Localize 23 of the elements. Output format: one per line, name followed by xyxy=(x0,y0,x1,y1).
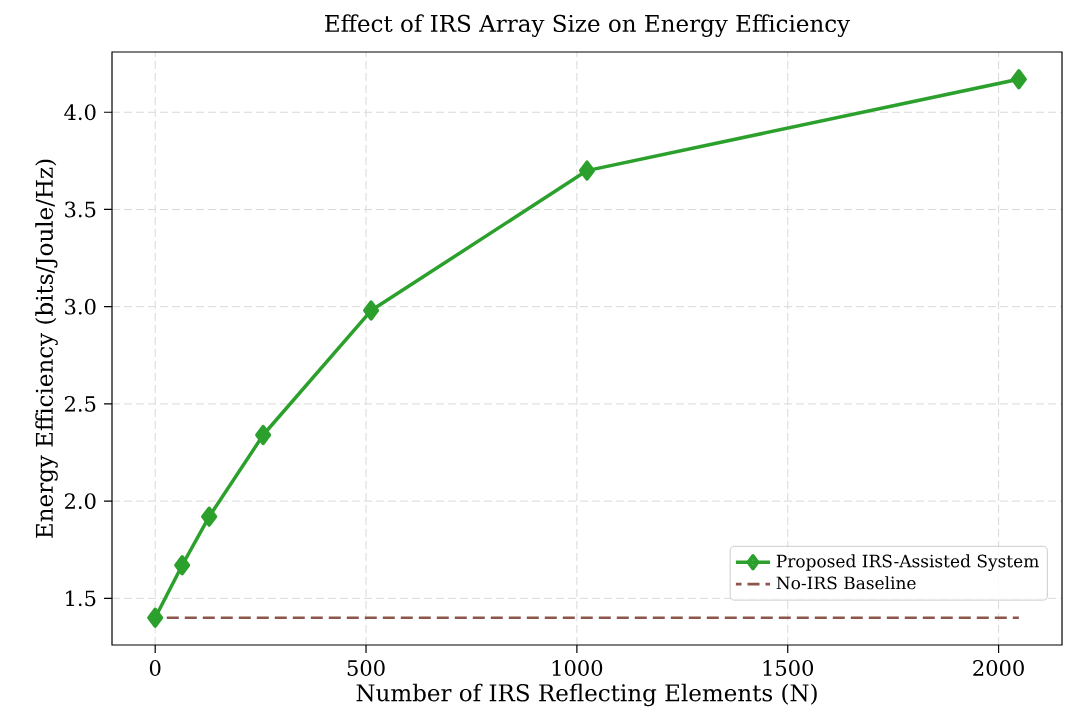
y-tick-label: 2.0 xyxy=(64,493,96,510)
x-axis-title: Number of IRS Reflecting Elements (N) xyxy=(356,683,817,707)
y-tick-label: 4.0 xyxy=(64,104,96,121)
x-tick-label: 1000 xyxy=(552,660,603,676)
y-tick-label: 3.0 xyxy=(65,298,96,315)
legend-label: No-IRS Baseline xyxy=(776,576,916,590)
y-tick-label: 3.5 xyxy=(65,201,96,218)
point xyxy=(201,506,218,527)
chart-title: Effect of IRS Array Size on Energy Efficiency xyxy=(325,14,851,37)
y-tick-label: 2.5 xyxy=(64,395,96,412)
point xyxy=(147,607,164,628)
x-tick-label: 0 xyxy=(149,660,161,676)
y-tick-label: 1.5 xyxy=(66,590,96,607)
point xyxy=(363,300,380,321)
x-tick-label: 2000 xyxy=(973,660,1024,676)
point xyxy=(255,424,272,446)
point xyxy=(174,555,191,576)
point xyxy=(578,160,596,181)
point xyxy=(1010,69,1027,90)
x-tick-label: 1500 xyxy=(763,660,814,676)
x-tick-label: 500 xyxy=(347,660,385,676)
legend-label: Proposed IRS-Assisted System xyxy=(776,554,1039,571)
y-axis-title: Energy Efficiency (bits/Joule/Hz) xyxy=(35,159,58,538)
